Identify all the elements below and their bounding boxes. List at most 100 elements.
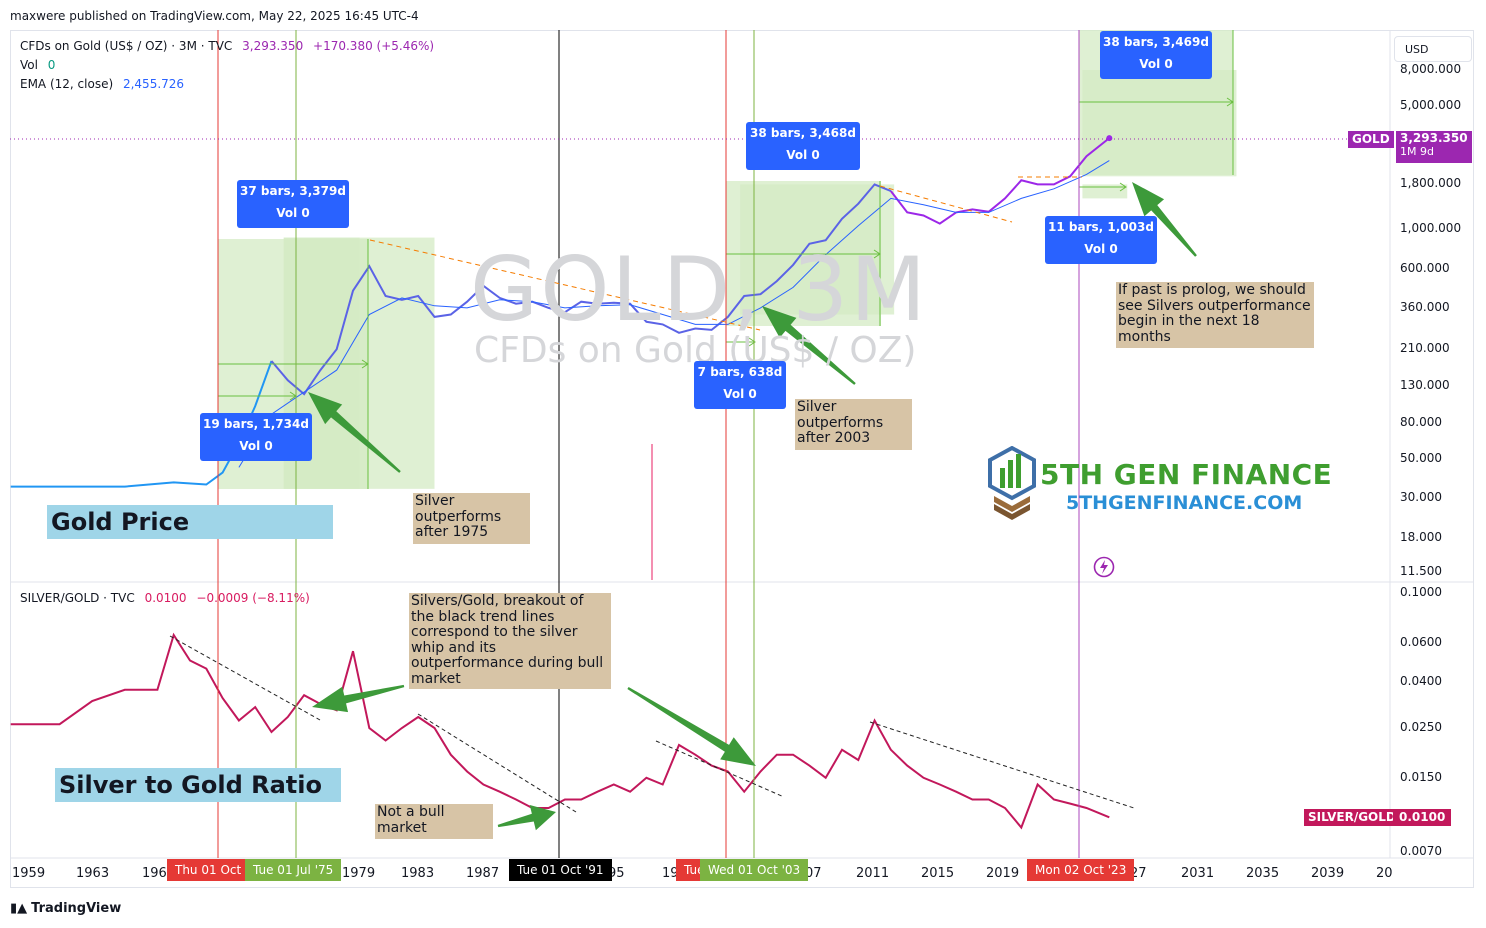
ema-label: EMA (12, close) [20,77,114,91]
ema-series [238,160,1110,468]
ratio-trendline-4 [869,721,1135,809]
time-tick-label: 1987 [466,866,500,881]
arrow-ratio-2003 [627,686,756,766]
arrow-2024 [1132,182,1197,257]
gold-price-label[interactable]: Gold Price [47,505,333,539]
gold-last-point [1106,135,1113,142]
ratio-tick-label: 0.1000 [1400,585,1442,599]
date-tag-2003: Wed 01 Oct '03 [700,859,809,881]
time-tick-label: 20 [1376,866,1393,881]
measure-text: 11 bars, 1,003d [1048,220,1154,234]
measure-arrow-2024-head [1119,182,1127,192]
price-tick-label: 11.500 [1400,564,1442,578]
ratio-tick-label: 0.0250 [1400,720,1442,735]
measure-box-1974[interactable]: 19 bars, 1,734d Vol 0 [200,413,312,461]
ratio-tick-label: 0.0600 [1400,634,1442,649]
brand-name: 5TH GEN FINANCE [1040,458,1333,491]
measure-text: 38 bars, 3,468d [750,126,856,140]
time-tick-label: 196 [142,866,167,881]
price-tick-label: 50.000 [1400,451,1442,466]
time-tick-label: 1979 [342,866,376,881]
price-tick-label: 8,000.000 [1400,62,1462,76]
ratio-tick-label: 0.0070 [1400,844,1442,858]
measure-box-2003[interactable]: 38 bars, 3,468d Vol 0 [746,122,860,170]
legend-change: +170.380 (+5.46%) [313,39,435,53]
note-not-bull[interactable]: Not a bull market [375,804,493,839]
time-tick-label: 2015 [921,866,955,881]
measure-text: 38 bars, 3,469d [1103,35,1209,49]
ratio-trendline-1 [169,635,321,721]
time-tick-label: 07 [805,866,822,881]
arrow-ratio-1975 [312,684,405,713]
note-breakout[interactable]: Silvers/Gold, breakout of the black tren… [409,593,611,689]
gold-trendline-2 [879,185,1013,223]
measure-vol: Vol 0 [723,387,757,401]
ratio-tick-label: 0.0150 [1400,769,1442,784]
price-tick-label: 1,000.000 [1400,221,1462,236]
gold-price-tag-value: 3,293.350 [1400,131,1468,145]
time-tick-label: 95 [608,866,625,881]
note-2003[interactable]: Silver outperforms after 2003 [795,399,912,450]
publisher-line: maxwere published on TradingView.com, Ma… [10,9,419,23]
currency-button[interactable]: USD [1394,36,1472,62]
measure-arrow-2002-head [748,337,756,347]
ratio-trendline-2 [417,713,577,813]
note-prolog[interactable]: If past is prolog, we should see Silvers… [1116,282,1314,348]
measure-area [1082,184,1128,199]
legend-price: 3,293.350 [242,39,304,53]
vol-legend[interactable]: Vol 0 [20,58,55,72]
price-tick-label: 30.000 [1400,490,1442,505]
date-tag-1991: Tue 01 Oct '91 [509,859,612,881]
gold-name-tag: GOLD [1348,131,1394,148]
price-tick-label: 210.000 [1400,341,1450,356]
time-tick-label: 2019 [986,866,1020,881]
tradingview-logo[interactable]: ▮▲ TradingView [10,901,122,916]
date-tag-2023: Mon 02 Oct '23 [1027,859,1135,881]
measure-box-2024[interactable]: 11 bars, 1,003d Vol 0 [1045,216,1157,264]
gold-legend[interactable]: CFDs on Gold (US$ / OZ) · 3M · TVC 3,293… [20,39,434,53]
price-tick-label: 360.000 [1400,299,1450,314]
measure-vol: Vol 0 [239,439,273,453]
measure-text: 19 bars, 1,734d [203,417,309,431]
price-tick-label: 80.000 [1400,415,1442,430]
ratio-change: −0.0009 (−8.11%) [196,591,310,605]
chart-frame [10,30,1474,888]
gold-trendline-1 [369,239,761,331]
gold-series-mid [270,183,892,396]
measure-box-1975[interactable]: 37 bars, 3,379d Vol 0 [237,180,349,228]
price-tick-label: 600.000 [1400,260,1450,275]
tradingview-mark-icon: ▮▲ [10,901,28,916]
note-1975[interactable]: Silver outperforms after 1975 [413,493,530,544]
arrow-ratio-1991 [497,804,556,831]
time-tick-label: 2011 [856,866,890,881]
time-tick-label: 1983 [401,866,435,881]
ratio-name-tag: SILVER/GOLD [1304,809,1400,826]
gold-series-early [10,360,273,488]
ratio-legend[interactable]: SILVER/GOLD · TVC 0.0100 −0.0009 (−8.11%… [20,591,310,605]
measure-box-2023[interactable]: 38 bars, 3,469d Vol 0 [1100,31,1212,79]
ema-legend[interactable]: EMA (12, close) 2,455.726 [20,77,184,91]
gold-series-late [890,137,1110,225]
ratio-trendline-3 [655,740,785,798]
measure-text: 7 bars, 638d [697,365,783,379]
measure-vol: Vol 0 [786,148,820,162]
vol-value: 0 [47,58,56,72]
measure-vol: Vol 0 [276,206,310,220]
ratio-series [10,632,1110,830]
measure-box-2002[interactable]: 7 bars, 638d Vol 0 [694,361,786,409]
arrow-1975 [308,392,401,473]
ratio-tick-label: 0.0400 [1400,674,1442,689]
gold-price-tag: 3,293.350 1M 9d [1396,131,1472,163]
watermark-title: GOLD, 3M [470,238,929,341]
lightning-icon[interactable] [1093,556,1115,578]
date-tag-1975: Tue 01 Jul '75 [245,859,342,881]
ratio-price: 0.0100 [144,591,187,605]
time-tick-label: 2039 [1311,866,1345,881]
price-tick-label: 130.000 [1400,377,1450,392]
price-tick-label: 5,000.000 [1400,98,1462,113]
brand-url: 5THGENFINANCE.COM [1066,492,1303,514]
ratio-price-tag: 0.0100 [1393,809,1452,826]
gold-price-tag-time: 1M 9d [1400,145,1434,158]
ratio-label[interactable]: Silver to Gold Ratio [55,768,341,802]
ema-value: 2,455.726 [122,77,185,91]
